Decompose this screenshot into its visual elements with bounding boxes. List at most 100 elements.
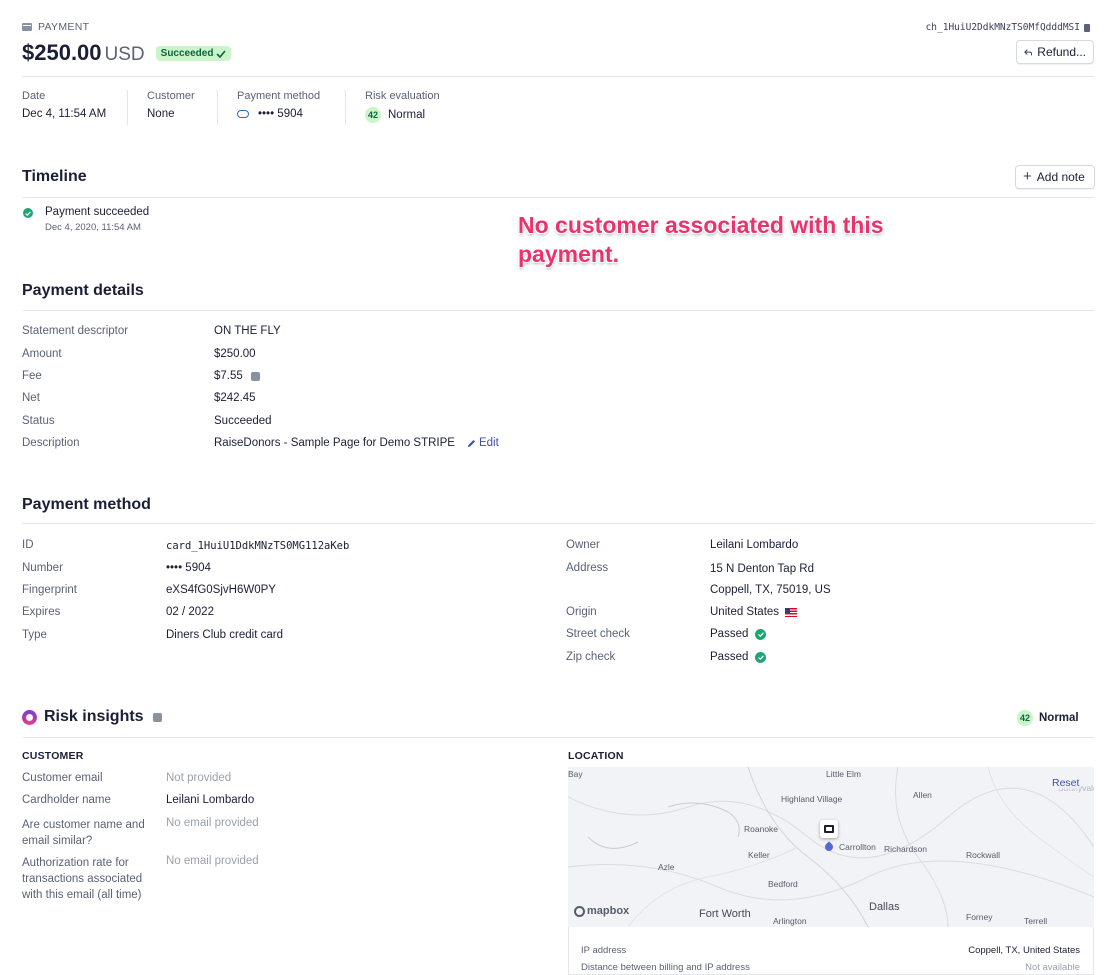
risk-label: Authorization rate for transactions asso… bbox=[22, 857, 143, 901]
map-place: Keller bbox=[748, 850, 770, 860]
summary-date: Date Dec 4, 11:54 AM bbox=[22, 90, 107, 120]
detail-label: Statement descriptor bbox=[22, 325, 129, 337]
map-place: Roanoke bbox=[744, 824, 779, 834]
edit-description-link[interactable]: Edit bbox=[467, 437, 499, 449]
summary-payment-method[interactable]: Payment method •••• 5904 bbox=[237, 90, 321, 120]
zip-check-value: Passed bbox=[710, 651, 767, 663]
pm-label: Address bbox=[566, 562, 609, 574]
origin-value: United States bbox=[710, 606, 798, 618]
risk-score-badge: 42 bbox=[1017, 710, 1033, 726]
customer-heading: CUSTOMER bbox=[22, 750, 84, 762]
detail-label: Fee bbox=[22, 370, 42, 382]
map-place: Carrollton bbox=[839, 842, 876, 852]
charge-id[interactable]: ch_1HuiU2DdkMNzTS0MfQdddMSI bbox=[926, 22, 1090, 33]
timeline-title: Timeline bbox=[22, 168, 87, 185]
detail-value: ON THE FLY bbox=[214, 325, 281, 337]
refund-arrow-icon bbox=[1024, 48, 1032, 55]
detail-label: Status bbox=[22, 415, 55, 427]
success-check-icon bbox=[755, 651, 767, 663]
summary-divider bbox=[345, 90, 346, 125]
risk-value: No email provided bbox=[166, 855, 259, 867]
map-place: Bedford bbox=[768, 879, 798, 889]
amount-line: $250.00 USD Succeeded bbox=[22, 40, 232, 66]
check-icon bbox=[216, 49, 227, 58]
risk-insights-heading: Risk insights bbox=[22, 708, 162, 726]
mapbox-icon bbox=[574, 905, 585, 917]
success-check-icon bbox=[755, 628, 767, 640]
location-label: IP address bbox=[581, 945, 627, 956]
detail-value: $242.45 bbox=[214, 392, 256, 404]
map-place: Allen bbox=[913, 790, 932, 800]
refund-button[interactable]: Refund... bbox=[1016, 40, 1094, 64]
status-badge: Succeeded bbox=[155, 46, 232, 61]
risk-level: 42 Normal bbox=[1017, 710, 1079, 726]
risk-value: No email provided bbox=[166, 817, 259, 829]
payment-card-icon bbox=[22, 23, 32, 31]
map-pin-ip[interactable] bbox=[820, 820, 838, 838]
detail-label: Net bbox=[22, 392, 40, 404]
map-reset-button[interactable]: Reset bbox=[1052, 777, 1080, 789]
map-place: Bay bbox=[568, 769, 583, 779]
pm-label: Type bbox=[22, 629, 47, 641]
detail-label: Amount bbox=[22, 348, 62, 360]
computer-icon bbox=[824, 825, 834, 833]
map-background bbox=[568, 767, 1094, 927]
info-icon[interactable] bbox=[250, 371, 260, 381]
map-place: Forney bbox=[966, 912, 993, 922]
copy-icon[interactable] bbox=[1084, 23, 1090, 32]
detail-label: Description bbox=[22, 437, 80, 449]
pm-value: Leilani Lombardo bbox=[710, 539, 799, 551]
pm-label: Street check bbox=[566, 628, 630, 640]
risk-value: Not provided bbox=[166, 772, 232, 784]
pm-label: Number bbox=[22, 562, 63, 574]
radar-icon bbox=[22, 709, 37, 725]
location-label: Distance between billing and IP address bbox=[581, 962, 750, 973]
payment-currency: USD bbox=[104, 44, 145, 65]
summary-divider bbox=[217, 90, 218, 125]
pm-label: Fingerprint bbox=[22, 584, 77, 596]
risk-score-badge: 42 bbox=[365, 107, 381, 123]
risk-label: Cardholder name bbox=[22, 794, 111, 806]
pm-value: Diners Club credit card bbox=[166, 629, 283, 641]
map-place: Arlington bbox=[773, 916, 807, 926]
us-flag-icon bbox=[785, 607, 798, 617]
pm-value: •••• 5904 bbox=[166, 562, 211, 574]
payment-details-title: Payment details bbox=[22, 282, 144, 299]
detail-value: $250.00 bbox=[214, 348, 256, 360]
location-map[interactable]: Bay Little Elm Highland Village Allen Ro… bbox=[568, 767, 1094, 927]
map-place: Azle bbox=[658, 862, 675, 872]
map-place: Fort Worth bbox=[699, 908, 751, 920]
payment-method-title: Payment method bbox=[22, 496, 151, 513]
payment-kicker: PAYMENT bbox=[22, 21, 89, 33]
location-heading: LOCATION bbox=[568, 750, 624, 762]
pm-value: eXS4fG0SjvH6W0PY bbox=[166, 584, 276, 596]
payment-amount: $250.00 bbox=[22, 40, 102, 65]
header-divider bbox=[22, 76, 1094, 77]
fee-value: $7.55 bbox=[214, 370, 260, 382]
add-note-button[interactable]: + Add note bbox=[1015, 165, 1095, 189]
timeline-divider bbox=[22, 197, 1094, 198]
detail-value: Succeeded bbox=[214, 415, 272, 427]
map-place: Richardson bbox=[884, 844, 927, 854]
annotation-callout: No customer associated with this payment… bbox=[518, 212, 884, 267]
summary-customer[interactable]: Customer None bbox=[147, 90, 195, 120]
map-place: Little Elm bbox=[826, 769, 861, 779]
pm-label: Expires bbox=[22, 606, 61, 618]
payment-details-divider bbox=[22, 310, 1094, 311]
pm-label: Zip check bbox=[566, 651, 616, 663]
map-place: Highland Village bbox=[781, 794, 843, 804]
summary-risk[interactable]: Risk evaluation 42 Normal bbox=[365, 90, 440, 123]
diners-club-icon bbox=[237, 110, 249, 118]
street-check-value: Passed bbox=[710, 628, 767, 640]
info-icon[interactable] bbox=[152, 712, 162, 722]
map-place: Terrell bbox=[1024, 916, 1048, 926]
success-check-icon bbox=[23, 208, 33, 218]
pm-value: 02 / 2022 bbox=[166, 606, 214, 618]
location-value: Coppell, TX, United States bbox=[968, 945, 1080, 956]
location-details: IP address Coppell, TX, United States Di… bbox=[568, 927, 1094, 975]
pm-label: Owner bbox=[566, 539, 600, 551]
risk-divider bbox=[22, 737, 1094, 738]
pm-label: ID bbox=[22, 539, 34, 551]
risk-value: Leilani Lombardo bbox=[166, 794, 255, 806]
risk-label: Customer email bbox=[22, 772, 103, 784]
